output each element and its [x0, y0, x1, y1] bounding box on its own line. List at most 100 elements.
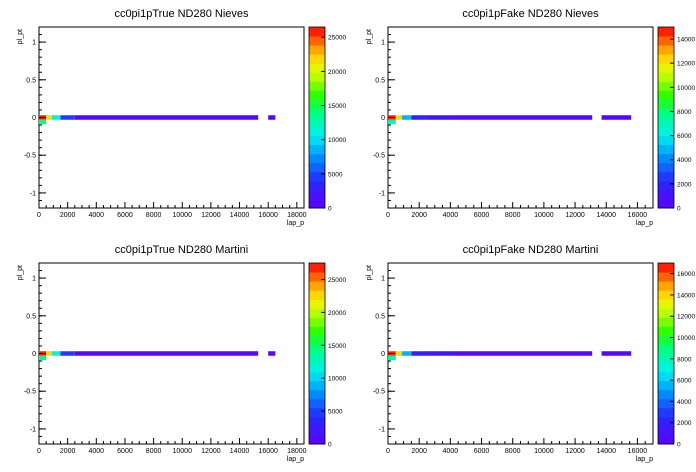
x-tick-label: 6000 [117, 212, 133, 219]
colorbar-step [309, 90, 325, 100]
colorbar-step [309, 362, 325, 373]
chart-title: cc0pi1pTrue ND280 Martini [115, 244, 248, 256]
colorbar-step [658, 180, 674, 191]
colorbar-tick-label: 6000 [677, 133, 692, 140]
colorbar-tick-label: 25000 [328, 35, 346, 42]
heatmap-cell [39, 355, 47, 361]
colorbar-step [658, 380, 674, 391]
x-tick-label: 2000 [411, 448, 427, 455]
x-tick-label: 2000 [60, 212, 76, 219]
x-tick-label: 14000 [597, 212, 617, 219]
colorbar-step [309, 63, 325, 73]
y-tick-label: 0 [32, 351, 36, 358]
heatmap-cell [426, 115, 454, 120]
x-tick-label: 0 [37, 212, 41, 219]
x-tick-label: 4000 [443, 448, 459, 455]
colorbar-step [658, 72, 674, 82]
heatmap-cell [601, 351, 632, 356]
colorbar-step [309, 371, 325, 382]
colorbar-step [658, 63, 674, 73]
colorbar-step [309, 263, 325, 273]
colorbar-step [658, 425, 674, 436]
y-tick-label: -1 [30, 426, 36, 433]
colorbar-step [309, 353, 325, 364]
x-tick-label: 6000 [117, 448, 133, 455]
colorbar-tick-label: 10000 [328, 376, 346, 383]
colorbar-step [309, 308, 325, 318]
x-tick-label: 10000 [534, 212, 554, 219]
colorbar-step [658, 135, 674, 146]
x-tick-label: 4000 [443, 212, 459, 219]
colorbar-tick-label: 5000 [328, 409, 343, 416]
colorbar-step [309, 153, 325, 164]
x-tick-label: 16000 [628, 212, 648, 219]
heatmap-cell [51, 351, 61, 356]
colorbar-frame [308, 26, 326, 209]
y-tick-label: 0.5 [26, 313, 36, 320]
colorbar-step [658, 27, 674, 37]
x-tick-label: 10000 [173, 212, 193, 219]
x-tick-label: 10000 [173, 448, 193, 455]
colorbar-step [658, 126, 674, 137]
colorbar-frame [657, 26, 675, 209]
colorbar-step [658, 108, 674, 118]
colorbar-step [658, 153, 674, 164]
chart-panel-4: cc0pi1pFake ND280 Martini 0 2000 4000 6000 80… [366, 244, 695, 463]
colorbar-tick-label: 20000 [328, 69, 346, 76]
y-tick-label: 1 [32, 276, 36, 283]
colorbar-step [658, 362, 674, 373]
colorbar-step [309, 36, 325, 46]
y-tick-label: 0.5 [26, 77, 36, 84]
heatmap-cell [388, 355, 396, 361]
colorbar-step [309, 335, 325, 345]
colorbar-step [658, 54, 674, 64]
colorbar-step [658, 81, 674, 91]
colorbar-step [658, 162, 674, 173]
colorbar-step [658, 299, 674, 309]
colorbar-step [658, 189, 674, 200]
colorbar-step [658, 198, 674, 209]
heatmap-cell [268, 351, 276, 356]
colorbar-step [658, 171, 674, 182]
heatmap-cell [426, 351, 454, 356]
colorbar-tick-label: 4000 [677, 157, 692, 164]
colorbar-step [309, 389, 325, 400]
x-tick-label: 8000 [505, 212, 521, 219]
colorbar-tick-label: 0 [677, 206, 681, 213]
colorbar-step [658, 398, 674, 409]
heatmap-cell [402, 115, 412, 120]
colorbar-tick-label: 12000 [677, 314, 695, 321]
heatmap-cell [39, 119, 47, 125]
colorbar-tick-label: 10000 [328, 137, 346, 144]
colorbar-tick-label: 10000 [677, 335, 695, 342]
colorbar-step [658, 389, 674, 400]
heatmap-cell [74, 351, 259, 356]
heatmap-cell [268, 115, 276, 120]
colorbar-tick-label: 2000 [677, 420, 692, 427]
colorbar-step [658, 45, 674, 55]
colorbar-step [658, 117, 674, 128]
y-tick-label: 0.5 [375, 77, 385, 84]
x-axis-title: lap_p [636, 456, 653, 463]
colorbar-step [309, 27, 325, 37]
chart-title: cc0pi1pFake ND280 Nieves [462, 8, 599, 20]
colorbar-step [309, 45, 325, 55]
x-tick-label: 18000 [287, 212, 307, 219]
x-axis-title: lap_p [287, 456, 304, 463]
x-tick-label: 10000 [534, 448, 554, 455]
x-tick-label: 14000 [230, 212, 250, 219]
y-axis-title: pl_pt [17, 29, 24, 44]
colorbar-step [309, 162, 325, 173]
colorbar-step [658, 263, 674, 273]
x-tick-label: 2000 [411, 212, 427, 219]
colorbar-tick-label: 6000 [677, 378, 692, 385]
chart-panel-1: cc0pi1pTrue ND280 Nieves 0 2000 4000 6000 800… [17, 8, 346, 227]
y-tick-label: -1 [379, 426, 385, 433]
x-tick-label: 6000 [474, 212, 490, 219]
y-tick-label: -1 [379, 190, 385, 197]
x-tick-label: 6000 [474, 448, 490, 455]
heatmap-cell [60, 115, 75, 120]
colorbar-step [309, 72, 325, 82]
colorbar-step [309, 272, 325, 282]
